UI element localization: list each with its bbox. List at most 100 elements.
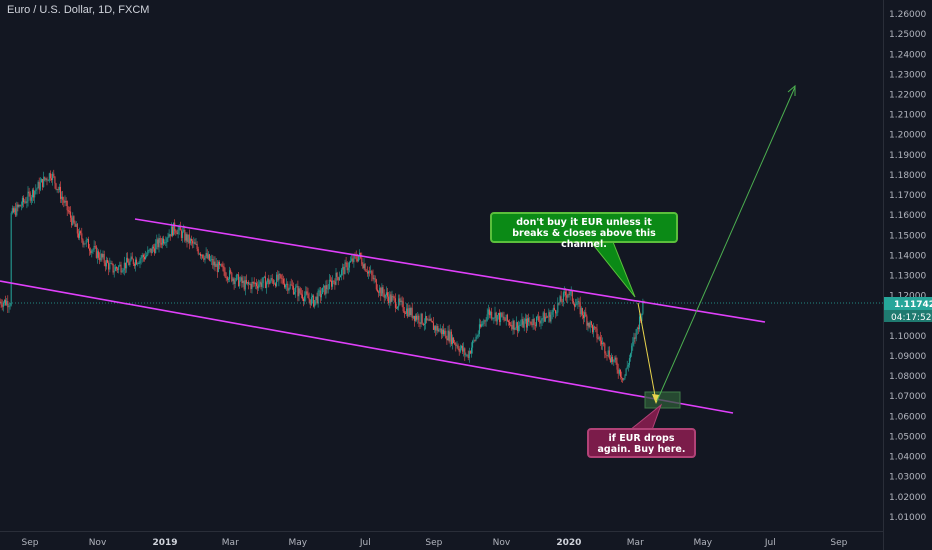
candle-body [364,263,366,271]
candle-body [637,327,639,330]
candle-body [260,281,262,287]
candle-body [312,295,313,298]
candle-body [351,258,353,261]
time-tick-label: Sep [830,538,847,548]
price-scale[interactable]: 1.26000 1.25000 1.24000 1.23000 1.22000 1.210… [889,10,926,523]
candle-body [281,278,283,279]
candle-body [570,291,572,293]
candle-body [226,277,228,280]
candle-body [21,197,23,206]
candle-body [491,311,493,319]
candle-body [216,263,218,272]
candle-body [552,307,554,312]
price-tick-label: 1.09000 [889,352,926,362]
candle-body [228,279,229,280]
candle-body [505,314,507,321]
candle-body [445,330,447,339]
candle-body [469,351,471,354]
breakout-projection-arrow[interactable] [656,86,796,402]
candle-body [432,322,434,330]
drop-projection-arrow[interactable] [637,302,657,402]
green-callout-note[interactable]: don't buy it EUR unless it breaks & clos… [490,212,678,250]
candles-layer [0,169,645,383]
candle-body [394,298,396,308]
candle-body [254,283,256,284]
candle-body [133,264,135,266]
candle-body [617,369,619,374]
candle-body [521,319,523,325]
candle-body [45,178,47,180]
candle-body [239,280,241,287]
candle-body [37,181,39,189]
candle-body [248,282,250,285]
candle-body [159,238,161,243]
candle-body [149,248,151,250]
red-callout-note[interactable]: if EUR drops again. Buy here. [587,428,696,458]
candle-body [272,280,274,284]
candle-body [338,277,340,281]
candle-body [250,284,252,290]
candle-body [161,238,163,245]
candle-body [201,254,203,256]
candle-body [396,307,397,309]
candle-body [208,254,210,261]
candle-body [194,242,196,245]
candle-body [371,271,373,276]
candle-body [549,312,551,322]
buy-zone-box[interactable] [644,391,681,409]
candle-body [519,325,521,326]
candle-body [275,283,276,287]
candle-body [166,238,168,243]
candle-body [642,301,644,314]
candle-body [508,320,509,322]
candle-body [641,313,643,322]
candle-body [232,278,234,282]
candle-body [101,253,103,258]
candle-body [501,312,503,317]
candle-body [525,318,527,328]
candle-body [222,266,224,268]
candle-body [119,264,121,267]
candle-body [457,345,459,350]
candle-body [412,315,414,318]
candle-body [113,270,115,273]
candle-body [79,231,80,238]
candle-body [574,303,576,307]
candle-body [267,278,269,283]
candle-body [314,300,316,307]
candle-body [614,357,616,360]
price-tick-label: 1.06000 [889,412,926,422]
candle-body [278,273,280,281]
channel-lower-line[interactable] [0,280,734,414]
candle-body [105,260,107,267]
candle-body [439,328,441,330]
candle-body [27,191,29,202]
candle-body [478,324,480,334]
candle-body [187,234,189,242]
time-scale[interactable]: Sep Nov 2019 Mar May Jul Sep Nov 2020 Mar May Jul Se… [22,538,848,548]
candle-body [213,261,215,266]
candle-body [317,290,319,304]
price-tick-label: 1.22000 [889,91,926,101]
candle-body [163,238,164,244]
candle-body [429,318,431,321]
candle-body [83,243,85,245]
candle-body [23,197,24,203]
drop-arrowhead-icon [652,394,660,404]
price-tick-label: 1.08000 [889,372,926,382]
candle-body [225,277,227,278]
candle-body [476,336,478,338]
candle-body [488,309,490,316]
candle-body [385,292,387,295]
candle-body [195,244,197,245]
channel-upper-line[interactable] [134,218,766,323]
candle-body [279,273,281,275]
candle-body [121,271,123,273]
candle-body [35,189,37,191]
candle-body [25,201,27,203]
candle-body [388,296,390,303]
candle-body [4,299,5,303]
candle-body [68,211,70,213]
candle-body [196,244,198,249]
